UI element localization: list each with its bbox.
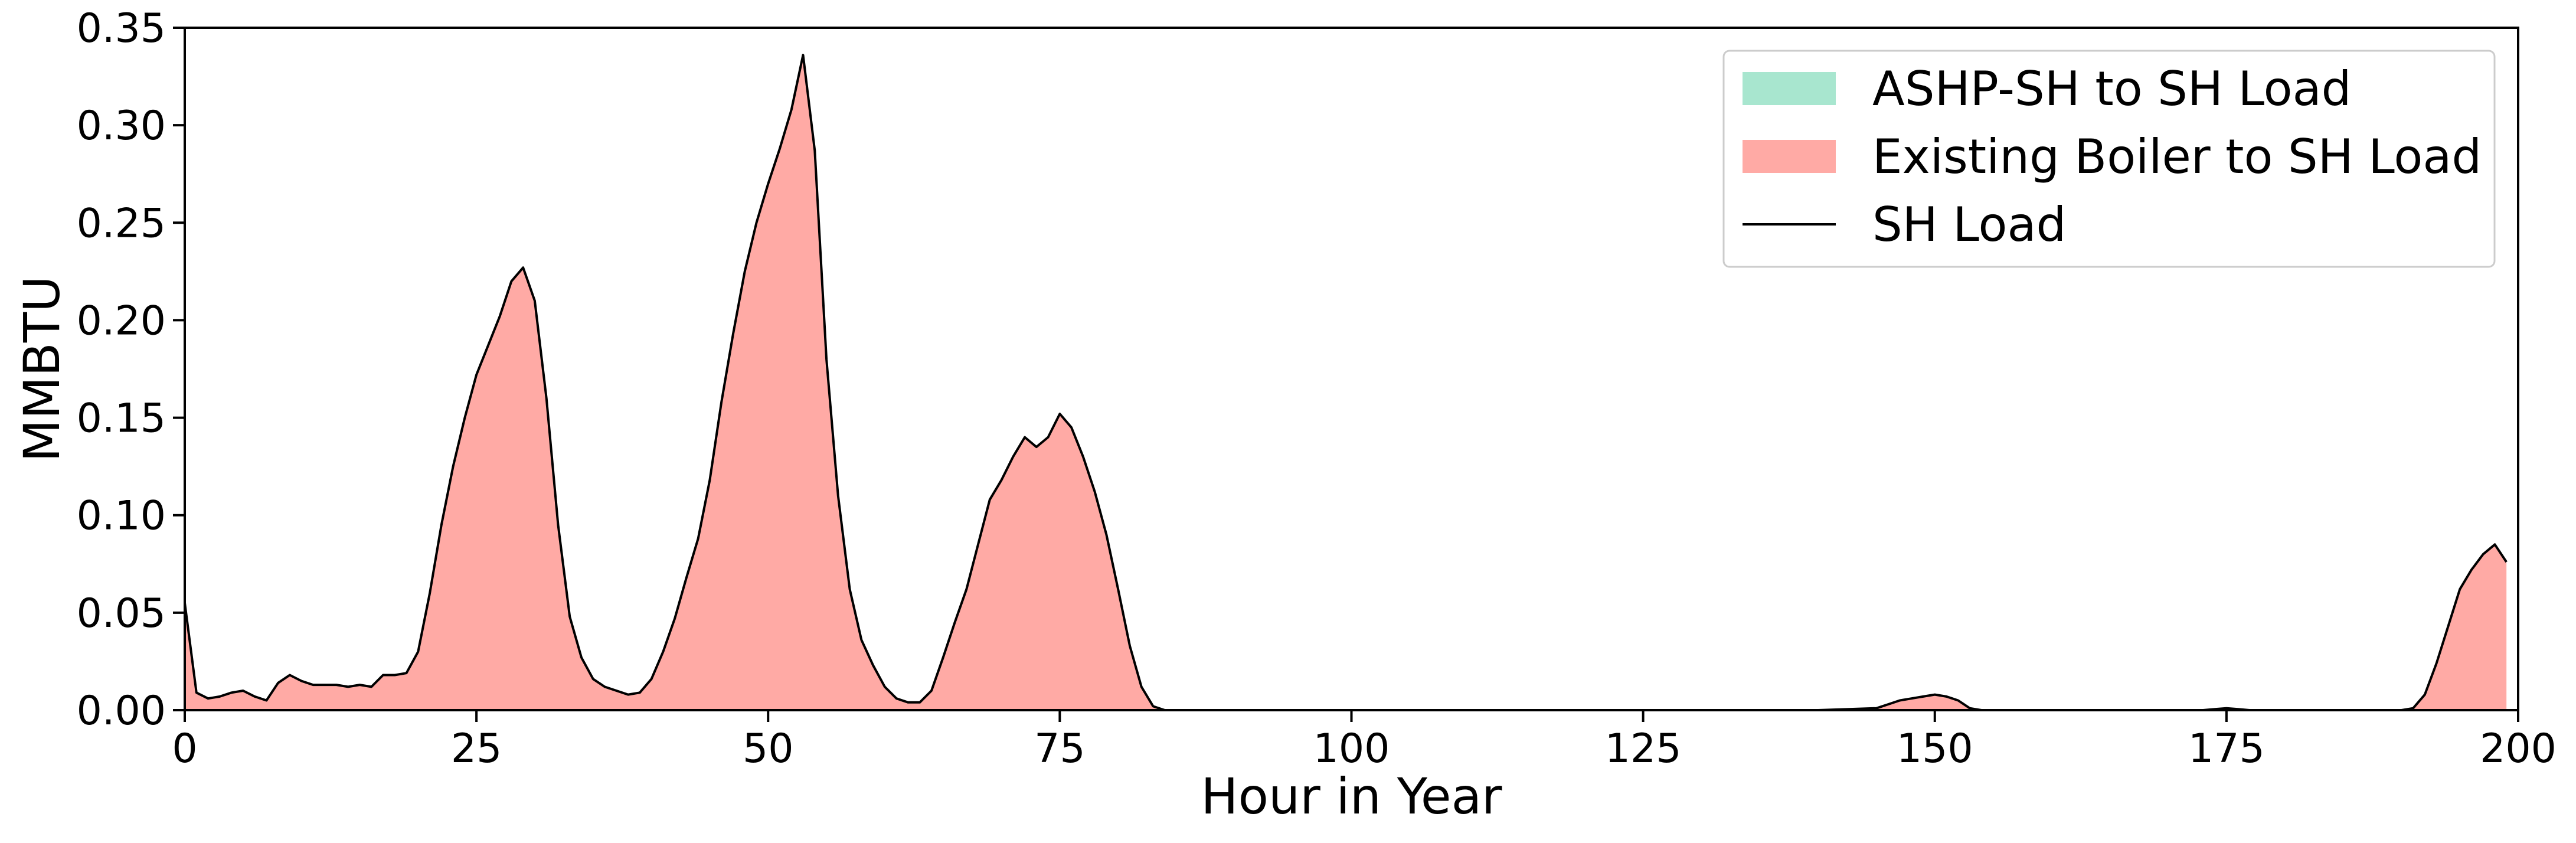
- series-layer: [184, 54, 2508, 711]
- x-tick-label: 0: [172, 726, 197, 772]
- y-tick-label: 0.35: [77, 5, 166, 52]
- x-tick-label: 150: [1897, 726, 1973, 772]
- line-sh-load: [184, 54, 2508, 711]
- legend-swatch-boiler: [1743, 140, 1836, 173]
- ticks-layer: 0 25 50 75 100 125 150 175 200 0.00 0.05 0.10 0.15 0.…: [77, 5, 2557, 772]
- legend-label-sh-load: SH Load: [1872, 197, 2066, 252]
- y-tick-label: 0.30: [77, 103, 166, 149]
- y-tick-label: 0.10: [77, 493, 166, 540]
- x-tick-label: 175: [2188, 726, 2265, 772]
- x-tick-label: 50: [743, 726, 794, 772]
- area-existing-boiler-to-sh-load: [185, 55, 2507, 711]
- x-tick-label: 25: [451, 726, 502, 772]
- legend: ASHP-SH to SH Load Existing Boiler to SH…: [1722, 50, 2496, 268]
- legend-swatch-ashp: [1743, 72, 1836, 105]
- x-tick-label: 200: [2480, 726, 2557, 772]
- legend-label-boiler: Existing Boiler to SH Load: [1872, 129, 2482, 184]
- x-tick-label: 100: [1313, 726, 1390, 772]
- legend-box: [1722, 50, 2496, 268]
- x-axis-label: Hour in Year: [1201, 767, 1502, 825]
- y-tick-label: 0.20: [77, 298, 166, 344]
- y-tick-label: 0.05: [77, 590, 166, 637]
- y-tick-label: 0.25: [77, 200, 166, 247]
- x-tick-label: 75: [1034, 726, 1086, 772]
- y-tick-label: 0.15: [77, 396, 166, 442]
- y-tick-label: 0.00: [77, 688, 166, 734]
- x-tick-label: 125: [1605, 726, 1682, 772]
- y-axis-label: MMBTU: [13, 276, 71, 462]
- legend-label-ashp: ASHP-SH to SH Load: [1872, 61, 2351, 116]
